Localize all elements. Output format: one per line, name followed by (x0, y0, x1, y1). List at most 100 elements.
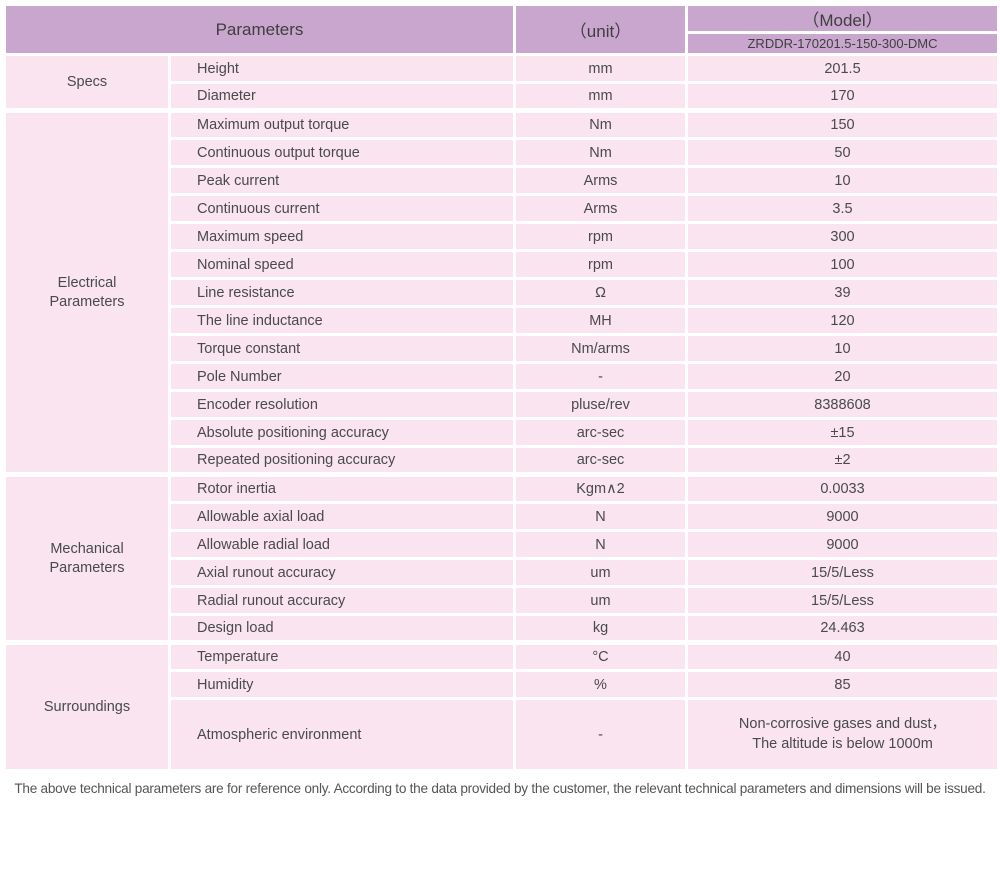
unit-cell: - (513, 361, 688, 392)
parameter-name-cell: Nominal speed (168, 249, 516, 280)
unit-cell: rpm (513, 221, 688, 252)
value-cell: 0.0033 (685, 472, 1000, 504)
table-row: The line inductance MH 120 (5, 305, 1000, 336)
value-cell: 15/5/Less (685, 557, 1000, 588)
table-row: Maximum speed rpm 300 (5, 221, 1000, 252)
unit-cell: arc-sec (513, 445, 688, 476)
section-label: Electrical Parameters (3, 108, 171, 476)
table-row: Continuous output torque Nm 50 (5, 137, 1000, 168)
section-label: Specs (3, 53, 171, 112)
value-cell: 85 (685, 669, 1000, 700)
value-cell: 8388608 (685, 389, 1000, 420)
table-row: Peak current Arms 10 (5, 165, 1000, 196)
table-row: Surroundings Temperature °C 40 (3, 640, 1000, 772)
unit-cell: mm (513, 81, 688, 112)
parameter-name-cell: Continuous current (168, 193, 516, 224)
unit-cell: um (513, 585, 688, 616)
table-row: Humidity% 85 (5, 669, 1000, 700)
value-cell: 39 (685, 277, 1000, 308)
table-row: Specs Height mm 201.5 (3, 53, 1000, 112)
unit-cell: Nm (513, 108, 688, 140)
unit-cell: rpm (513, 249, 688, 280)
unit-cell: arc-sec (513, 417, 688, 448)
unit-cell: Arms (513, 193, 688, 224)
value-cell: Non-corrosive gases and dust， The altitud… (685, 697, 1000, 772)
value-cell: 120 (685, 305, 1000, 336)
table-row: Design load kg 24.463 (5, 613, 1000, 644)
parameter-name-cell: Radial runout accuracy (168, 585, 516, 616)
parameter-name-cell: Design load (168, 613, 516, 644)
value-cell: 10 (685, 165, 1000, 196)
parameter-name-cell: Continuous output torque (168, 137, 516, 168)
parameter-name-cell: Maximum speed (168, 221, 516, 252)
unit-cell: Nm/arms (513, 333, 688, 364)
parameter-name-cell: Rotor inertia (168, 472, 516, 504)
table-row: Allowable radial load N 9000 (5, 529, 1000, 560)
table-row: Electrical Parameters Maximum output torq… (3, 108, 1000, 476)
table-row: Nominal speed rpm 100 (5, 249, 1000, 280)
value-cell: 50 (685, 137, 1000, 168)
table-row: Mechanical Parameters Rotor inertia Kgm∧2 0… (3, 472, 1000, 644)
value-cell: 15/5/Less (685, 585, 1000, 616)
section-label: Mechanical Parameters (3, 472, 171, 644)
table-header: Parameters （unit） （Model） ZRDDR-170201.5… (3, 3, 1000, 56)
parameter-name-cell: Height (168, 53, 516, 84)
parameter-name-cell: Axial runout accuracy (168, 557, 516, 588)
unit-cell: °C (513, 640, 688, 672)
value-cell: 20 (685, 361, 1000, 392)
parameter-name-cell: Diameter (168, 81, 516, 112)
parameters-table: Parameters （unit） （Model） ZRDDR-170201.5… (3, 3, 1000, 772)
table-row: Allowable axial load N 9000 (5, 501, 1000, 532)
unit-cell: Arms (513, 165, 688, 196)
parameter-name-cell: Maximum output torque (168, 108, 516, 140)
value-cell: 100 (685, 249, 1000, 280)
parameter-name-cell: Repeated positioning accuracy (168, 445, 516, 476)
parameter-name-cell: Peak current (168, 165, 516, 196)
parameter-name-cell: Allowable axial load (168, 501, 516, 532)
model-number-subheader: ZRDDR-170201.5-150-300-DMC (685, 31, 1000, 56)
table-row: Diameter mm 170 (5, 81, 1000, 112)
parameter-name-cell: The line inductance (168, 305, 516, 336)
table-row: Line resistance Ω 39 (5, 277, 1000, 308)
parameter-name-cell: Line resistance (168, 277, 516, 308)
unit-cell: % (513, 669, 688, 700)
table-row: Radial runout accuracy um 15/5/Less (5, 585, 1000, 616)
unit-cell: mm (513, 53, 688, 84)
unit-cell: N (513, 529, 688, 560)
table-row: Repeated positioning accuracy arc-sec ±2 (5, 445, 1000, 476)
parameter-name-cell: Allowable radial load (168, 529, 516, 560)
parameter-name-cell: Pole Number (168, 361, 516, 392)
table-row: Absolute positioning accuracy arc-sec ±15 (5, 417, 1000, 448)
unit-cell: - (513, 697, 688, 772)
value-cell: 3.5 (685, 193, 1000, 224)
unit-cell: kg (513, 613, 688, 644)
table-row: Torque constant Nm/arms 10 (5, 333, 1000, 364)
unit-column-header: （unit） (513, 3, 688, 56)
section-label: Surroundings (3, 640, 171, 772)
value-cell: 9000 (685, 529, 1000, 560)
parameter-name-cell: Temperature (168, 640, 516, 672)
value-cell: 24.463 (685, 613, 1000, 644)
value-cell: ±15 (685, 417, 1000, 448)
value-cell: ±2 (685, 445, 1000, 476)
value-line: The altitude is below 1000m (752, 735, 933, 752)
table-row: Continuous current Arms 3.5 (5, 193, 1000, 224)
value-cell: 300 (685, 221, 1000, 252)
model-column-header: （Model） (685, 3, 1000, 34)
parameter-name-cell: Atmospheric environment (168, 697, 516, 772)
value-cell: 201.5 (685, 53, 1000, 84)
value-cell: 10 (685, 333, 1000, 364)
value-cell: 40 (685, 640, 1000, 672)
table-row: Axial runout accuracy um 15/5/Less (5, 557, 1000, 588)
parameter-name-cell: Encoder resolution (168, 389, 516, 420)
table-body: Specs Height mm 201.5 Diameter mm 170 Electrica… (3, 53, 1000, 772)
disclaimer-footnote: The above technical parameters are for r… (14, 781, 986, 796)
unit-cell: Kgm∧2 (513, 472, 688, 504)
unit-cell: um (513, 557, 688, 588)
unit-cell: Nm (513, 137, 688, 168)
table-row: Pole Number -20 (5, 361, 1000, 392)
value-cell: 170 (685, 81, 1000, 112)
parameters-column-header: Parameters (3, 3, 516, 56)
parameter-name-cell: Humidity (168, 669, 516, 700)
table-row: Encoder resolution pluse/rev 8388608 (5, 389, 1000, 420)
